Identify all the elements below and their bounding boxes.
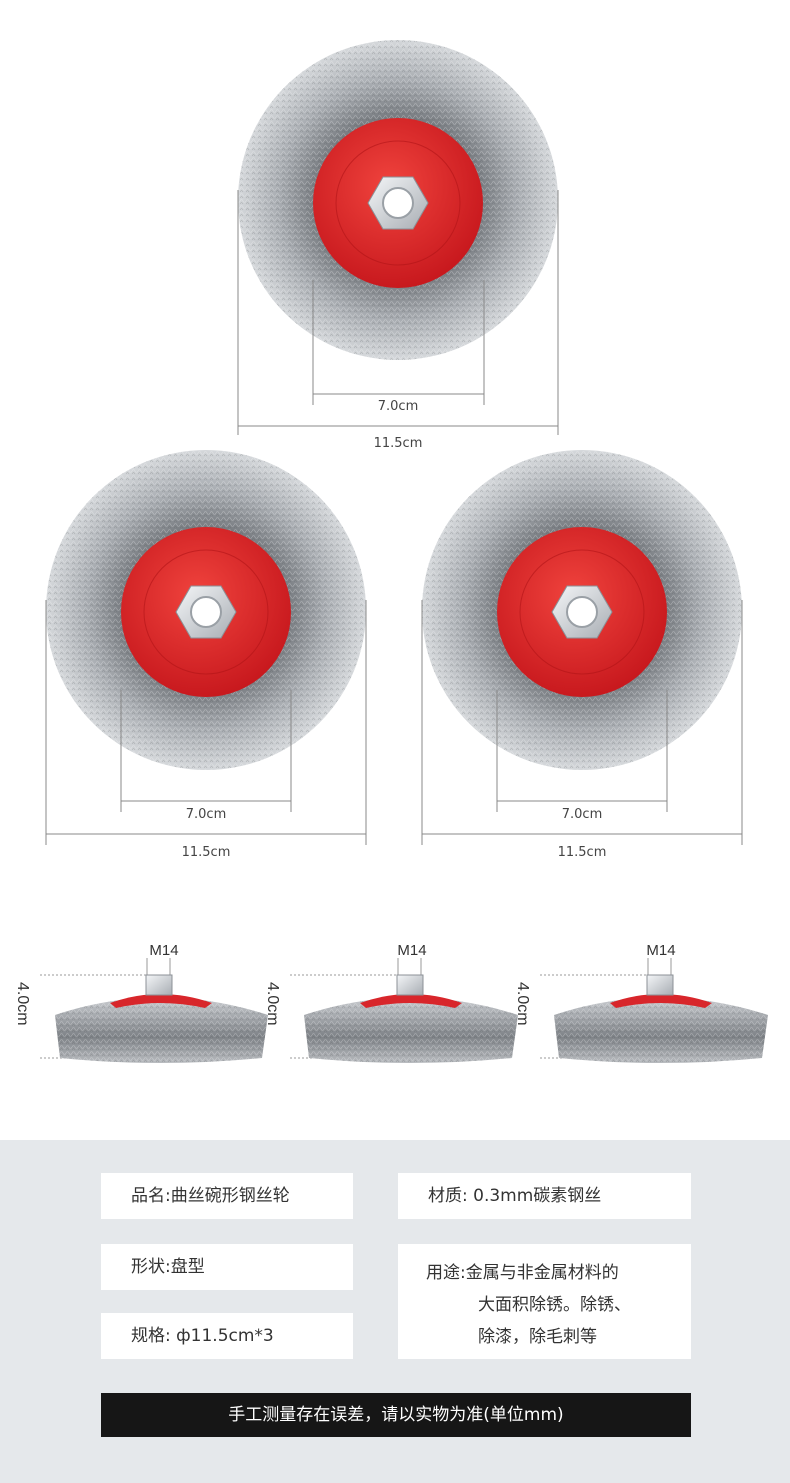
side-hub xyxy=(110,994,212,1008)
thread-label: M14 xyxy=(646,942,675,959)
spec-material-box: 材质: 0.3mm碳素钢丝 xyxy=(398,1173,691,1219)
inner-diameter-label: 7.0cm xyxy=(378,399,419,414)
nut-hole xyxy=(190,596,222,628)
nut-hole xyxy=(566,596,598,628)
spec-name-box: 品名:曲丝碗形钢丝轮 xyxy=(101,1173,353,1219)
side-view-1: M14 4.0cm xyxy=(14,942,268,1063)
spec-name: 品名:曲丝碗形钢丝轮 xyxy=(131,1186,290,1206)
thread-label: M14 xyxy=(149,942,178,959)
side-nut xyxy=(396,974,424,996)
product-illustration: 7.0cm 11.5cm 7.0cm 11.5cm 7.0cm 11.5cm xyxy=(14,40,768,1063)
side-hub xyxy=(360,994,462,1008)
spec-usage-box: 用途:金属与非金属材料的 大面积除锈。除锈、 除漆，除毛刺等 xyxy=(398,1244,691,1359)
height-label: 4.0cm xyxy=(264,982,281,1026)
outer-diameter-label: 11.5cm xyxy=(182,845,231,860)
thread-label: M14 xyxy=(397,942,426,959)
height-label: 4.0cm xyxy=(514,982,531,1026)
height-label: 4.0cm xyxy=(14,982,31,1026)
side-nut xyxy=(646,974,674,996)
inner-diameter-label: 7.0cm xyxy=(562,807,603,822)
dimension-lines-top xyxy=(237,190,559,435)
side-hub xyxy=(610,994,712,1008)
spec-usage-line2: 大面积除锈。除锈、 xyxy=(478,1295,631,1315)
spec-material: 材质: 0.3mm碳素钢丝 xyxy=(428,1186,602,1206)
spec-usage-line3: 除漆，除毛刺等 xyxy=(478,1327,597,1347)
brush-top xyxy=(238,40,558,360)
spec-shape: 形状:盘型 xyxy=(131,1257,205,1277)
side-view-3: M14 4.0cm xyxy=(514,942,768,1063)
outer-diameter-label: 11.5cm xyxy=(558,845,607,860)
side-nut xyxy=(145,974,173,996)
spec-shape-box: 形状:盘型 xyxy=(101,1244,353,1290)
spec-size: 规格: ф11.5cm*3 xyxy=(131,1326,274,1346)
inner-diameter-label: 7.0cm xyxy=(186,807,227,822)
measurement-note: 手工测量存在误差，请以实物为准(单位mm) xyxy=(101,1393,691,1437)
outer-diameter-label: 11.5cm xyxy=(374,436,423,451)
brush-left xyxy=(46,450,366,770)
brush-right xyxy=(422,450,742,770)
nut-hole xyxy=(382,187,414,219)
side-view-2: M14 4.0cm xyxy=(264,942,518,1063)
spec-size-box: 规格: ф11.5cm*3 xyxy=(101,1313,353,1359)
spec-usage-line1: 用途:金属与非金属材料的 xyxy=(426,1263,619,1283)
dimension-lines-left xyxy=(45,600,367,845)
dimension-lines-right xyxy=(421,600,743,845)
